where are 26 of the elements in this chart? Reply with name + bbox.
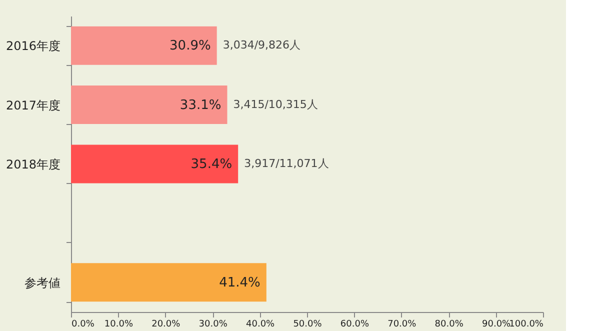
x-tick-label: 80.0% — [434, 320, 464, 330]
annotation: 3,917/11,071人 — [244, 157, 329, 170]
annotation: 3,415/10,315人 — [233, 98, 318, 111]
x-tick-label: 40.0% — [246, 320, 276, 330]
x-tick-label: 50.0% — [293, 320, 322, 330]
annotation: 3,034/9,826人 — [222, 38, 301, 52]
bar — [71, 263, 266, 302]
x-tick-label: 10.0% — [104, 320, 134, 330]
y-tick-label: 2017年度 — [6, 98, 60, 112]
data-label: 30.9% — [170, 38, 211, 54]
bar — [71, 26, 217, 65]
x-tick-label: 30.0% — [198, 320, 228, 330]
x-tick-label: 60.0% — [340, 320, 370, 330]
data-label: 41.4% — [219, 275, 260, 290]
bar — [71, 86, 228, 124]
x-tick-label: 90.0% — [482, 320, 512, 330]
y-tick-label: 参考値 — [24, 276, 60, 290]
x-tick-label: 0.0% — [72, 320, 95, 330]
bar — [71, 144, 238, 184]
x-tick-label: 20.0% — [152, 320, 181, 330]
data-label: 35.4% — [190, 157, 232, 172]
y-tick-label: 2016年度 — [6, 39, 60, 54]
x-tick-label: 70.0% — [388, 320, 417, 330]
y-tick-label: 2018年度 — [6, 158, 60, 172]
x-tick-label: 100.0% — [509, 320, 544, 330]
data-label: 33.1% — [180, 98, 222, 113]
